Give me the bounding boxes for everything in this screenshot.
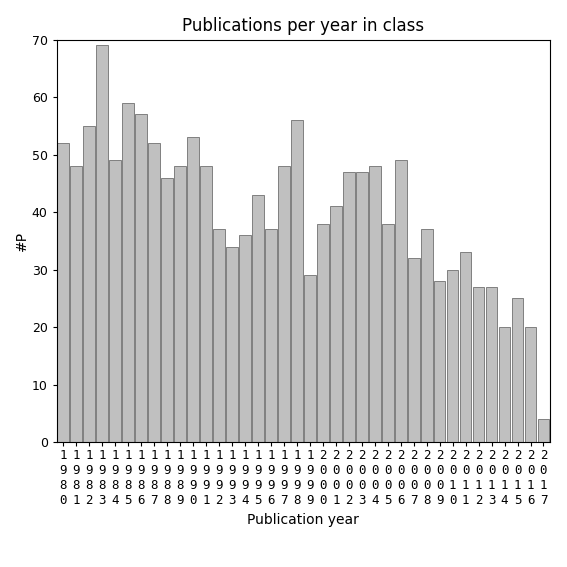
Bar [408, 258, 420, 442]
Bar [213, 230, 225, 442]
Bar [317, 224, 329, 442]
Bar [460, 252, 471, 442]
Bar [70, 166, 82, 442]
Bar [265, 230, 277, 442]
Bar [291, 120, 303, 442]
Bar [395, 160, 407, 442]
Bar [83, 126, 95, 442]
Title: Publications per year in class: Publications per year in class [182, 18, 425, 35]
Bar [447, 270, 459, 442]
Bar [421, 230, 433, 442]
Bar [499, 327, 510, 442]
Bar [486, 287, 497, 442]
Bar [109, 160, 121, 442]
Bar [538, 419, 549, 442]
Bar [136, 115, 147, 442]
Bar [57, 143, 69, 442]
Bar [122, 103, 134, 442]
Bar [434, 281, 446, 442]
Bar [473, 287, 484, 442]
Bar [304, 276, 316, 442]
Bar [96, 45, 108, 442]
Bar [239, 235, 251, 442]
Bar [187, 137, 199, 442]
Bar [330, 206, 342, 442]
Bar [174, 166, 186, 442]
Bar [278, 166, 290, 442]
Bar [148, 143, 160, 442]
Bar [161, 177, 173, 442]
Y-axis label: #P: #P [15, 231, 29, 251]
Bar [252, 195, 264, 442]
Bar [356, 172, 367, 442]
Bar [511, 298, 523, 442]
Bar [382, 224, 393, 442]
Bar [200, 166, 212, 442]
Bar [226, 247, 238, 442]
Bar [343, 172, 354, 442]
Bar [369, 166, 380, 442]
X-axis label: Publication year: Publication year [247, 513, 359, 527]
Bar [524, 327, 536, 442]
